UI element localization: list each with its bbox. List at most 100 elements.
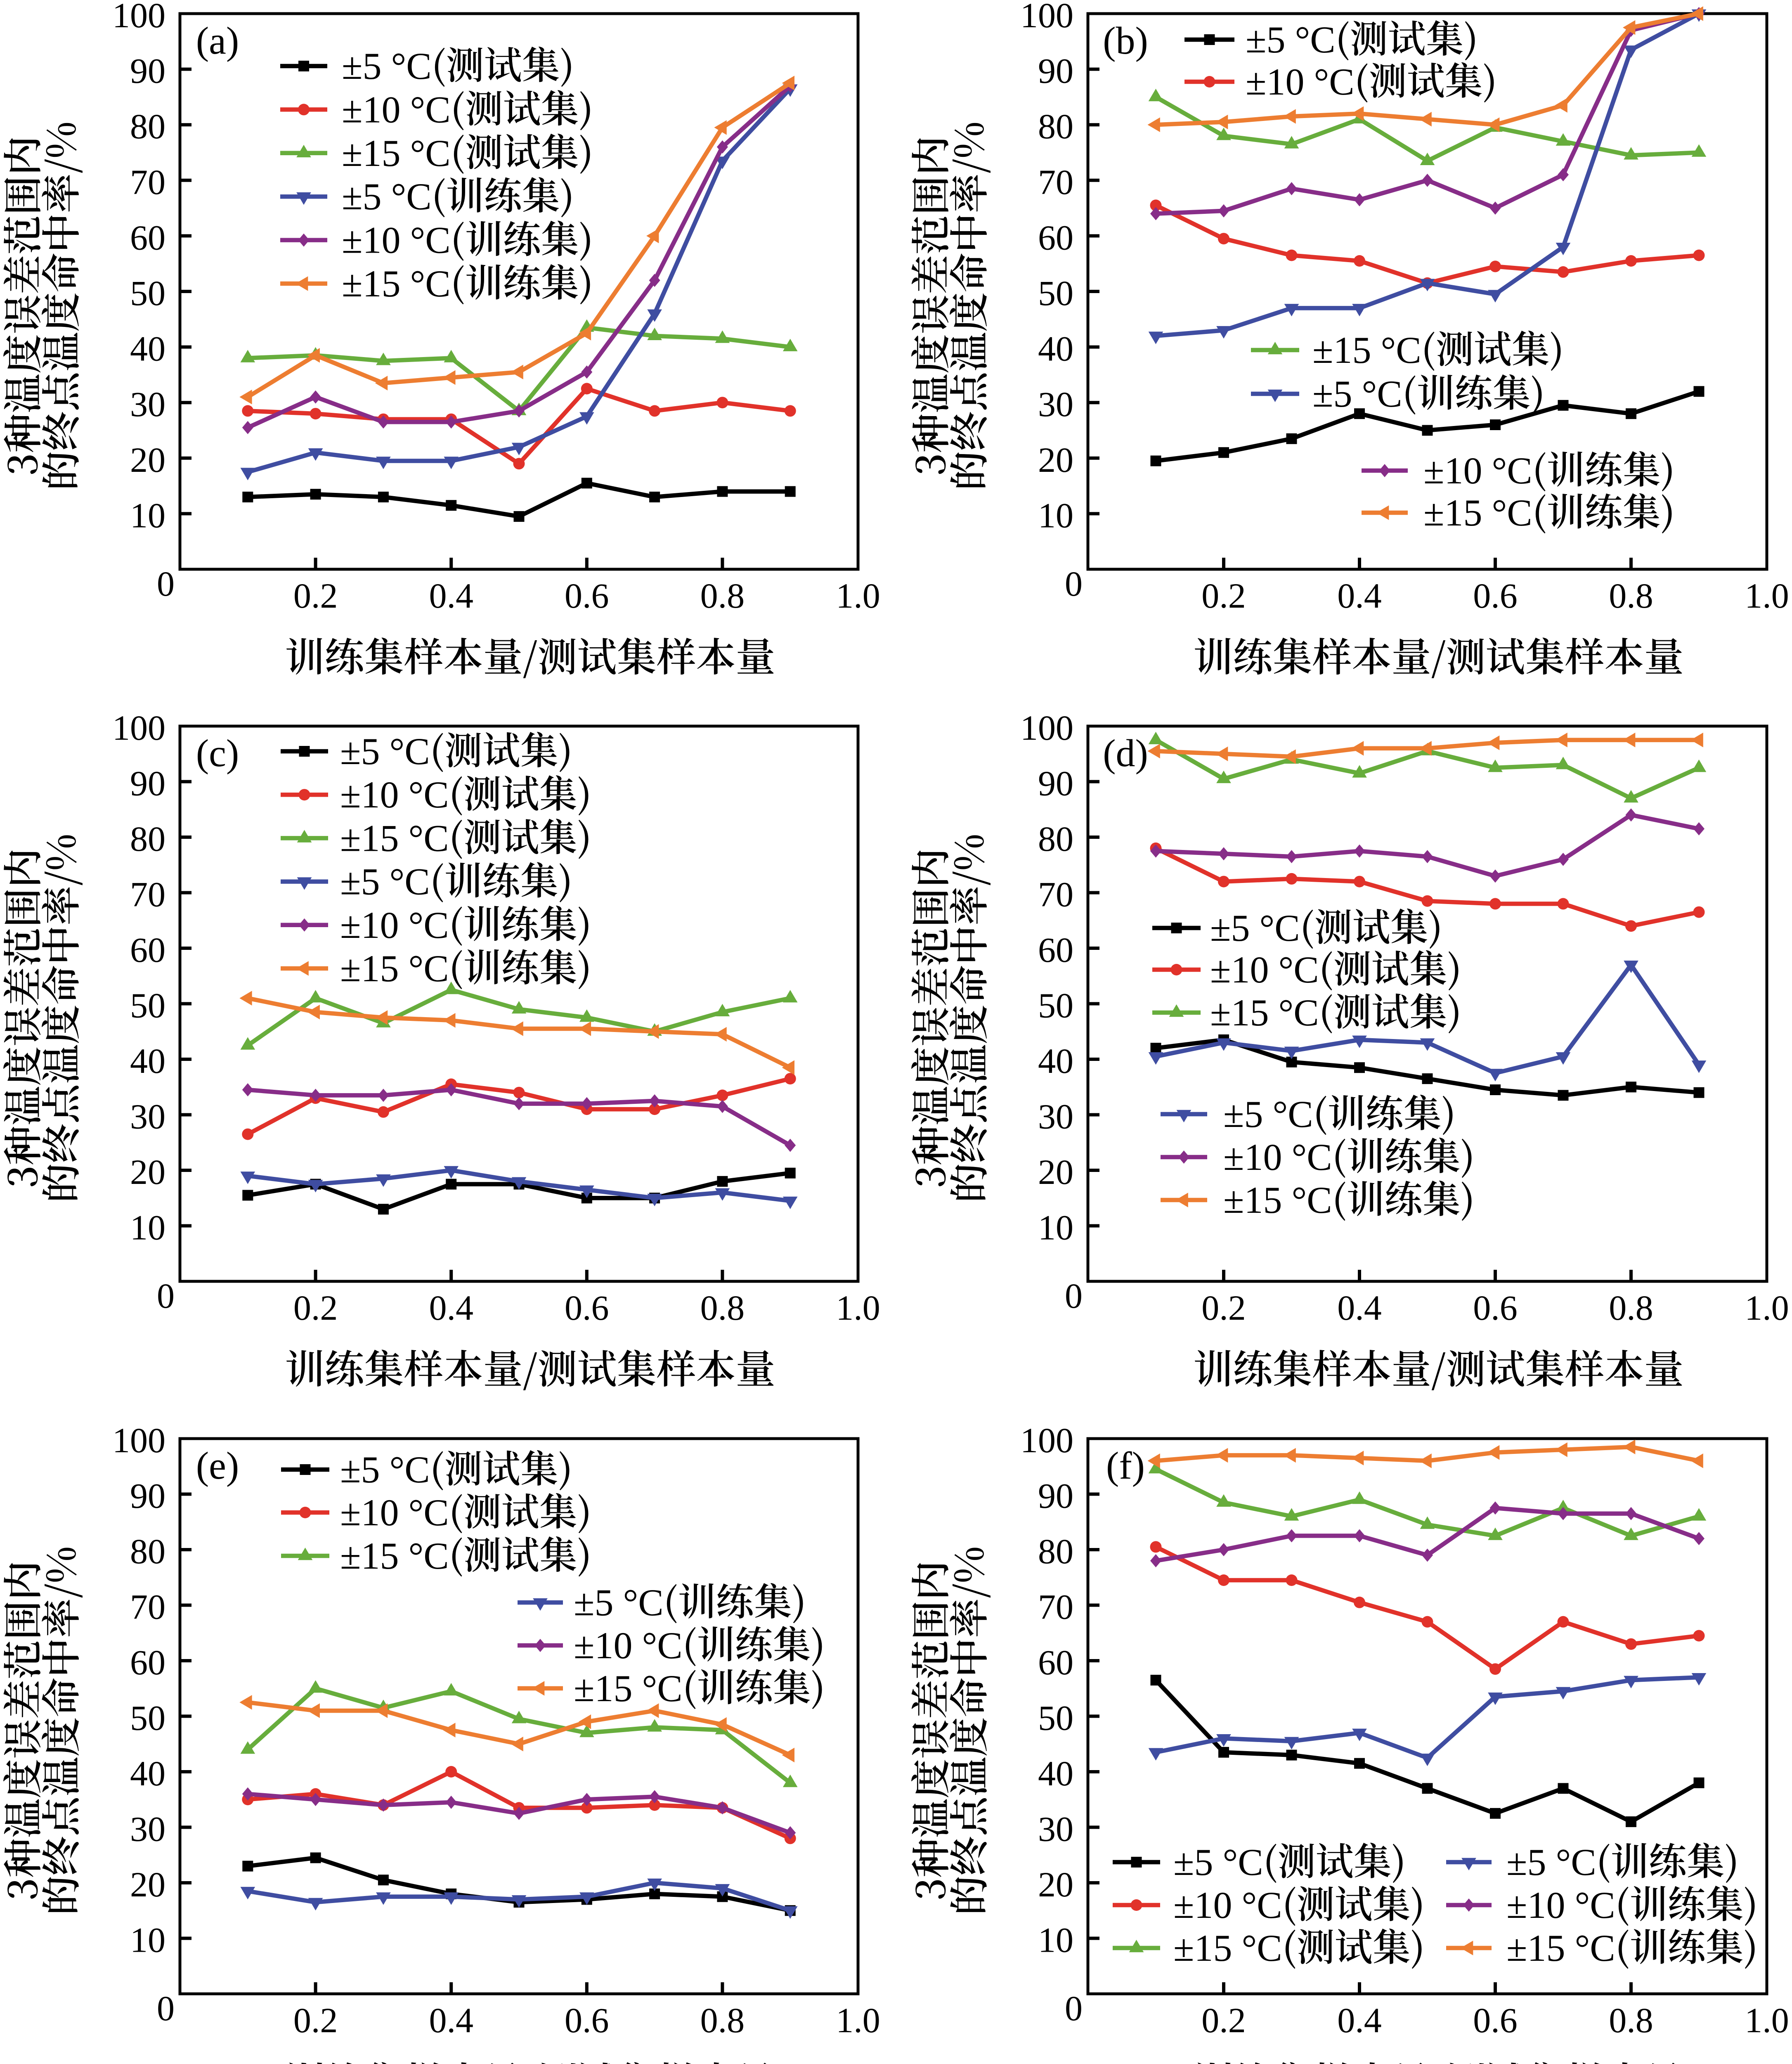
svg-text:20: 20: [1038, 440, 1073, 480]
svg-text:±5 °C: ±5 °C: [1312, 373, 1402, 415]
svg-text:±10 °C: ±10 °C: [342, 88, 451, 130]
svg-text:(e): (e): [196, 1444, 239, 1487]
svg-text:1.0: 1.0: [1745, 1288, 1789, 1328]
svg-text:30: 30: [130, 1097, 165, 1136]
svg-text:40: 40: [1038, 329, 1073, 369]
svg-text:±5 °C: ±5 °C: [340, 1449, 430, 1491]
svg-text:0.4: 0.4: [1337, 1288, 1382, 1328]
svg-text:90: 90: [1038, 764, 1073, 803]
svg-text:60: 60: [130, 1643, 165, 1682]
svg-text:±15 °C: ±15 °C: [342, 263, 451, 305]
svg-text:±15 °C: ±15 °C: [340, 817, 449, 859]
svg-text:±15 °C: ±15 °C: [340, 947, 449, 989]
svg-text:80: 80: [1038, 1531, 1073, 1571]
svg-text:90: 90: [130, 764, 165, 803]
svg-text:±10 °C: ±10 °C: [1173, 1884, 1282, 1926]
svg-text:(d): (d): [1103, 732, 1148, 775]
svg-text:±5 °C: ±5 °C: [342, 45, 432, 87]
svg-text:50: 50: [130, 1698, 165, 1738]
svg-text:50: 50: [130, 986, 165, 1025]
svg-text:±10 °C: ±10 °C: [1506, 1884, 1615, 1926]
svg-text:10: 10: [1038, 1920, 1073, 1960]
svg-text:40: 40: [1038, 1041, 1073, 1081]
svg-text:1.0: 1.0: [1745, 2000, 1789, 2040]
svg-text:0.8: 0.8: [700, 576, 745, 615]
svg-text:40: 40: [130, 1041, 165, 1081]
svg-text:90: 90: [1038, 1476, 1073, 1516]
svg-text:1.0: 1.0: [1745, 576, 1789, 615]
svg-text:±5 °C: ±5 °C: [340, 730, 430, 772]
svg-text:0: 0: [157, 564, 175, 604]
svg-text:(a): (a): [196, 19, 239, 62]
svg-text:0.8: 0.8: [700, 2000, 745, 2040]
svg-text:±5 °C: ±5 °C: [340, 861, 430, 903]
svg-text:±5 °C: ±5 °C: [342, 175, 432, 218]
svg-text:±10 °C: ±10 °C: [1423, 450, 1532, 492]
svg-text:0.8: 0.8: [700, 1288, 745, 1328]
svg-text:±10 °C: ±10 °C: [1223, 1136, 1332, 1178]
svg-text:±15 °C: ±15 °C: [1173, 1927, 1282, 1969]
svg-text:0.4: 0.4: [1337, 576, 1382, 615]
svg-text:±15 °C: ±15 °C: [1506, 1927, 1615, 1969]
svg-text:0.6: 0.6: [565, 2000, 609, 2040]
svg-text:0.6: 0.6: [565, 576, 609, 615]
svg-text:±15 °C: ±15 °C: [1312, 329, 1421, 371]
svg-text:±5 °C: ±5 °C: [1173, 1841, 1263, 1883]
svg-text:0.2: 0.2: [293, 576, 338, 615]
svg-text:80: 80: [130, 819, 165, 859]
svg-text:1.0: 1.0: [836, 1288, 880, 1328]
svg-text:100: 100: [1020, 708, 1073, 748]
svg-text:±5 °C: ±5 °C: [1246, 19, 1336, 61]
svg-text:60: 60: [1038, 218, 1073, 257]
svg-text:90: 90: [1038, 51, 1073, 91]
svg-text:0: 0: [157, 1988, 175, 2028]
svg-text:0.4: 0.4: [429, 576, 473, 615]
svg-text:0.2: 0.2: [1201, 576, 1246, 615]
svg-text:(b): (b): [1103, 19, 1148, 62]
svg-text:±15 °C: ±15 °C: [1223, 1179, 1332, 1221]
svg-text:1.0: 1.0: [836, 2000, 880, 2040]
svg-text:±10 °C: ±10 °C: [1210, 949, 1319, 991]
svg-text:40: 40: [130, 329, 165, 369]
svg-text:±15 °C: ±15 °C: [342, 132, 451, 174]
svg-text:60: 60: [1038, 1643, 1073, 1682]
svg-text:0: 0: [1065, 564, 1083, 604]
svg-text:10: 10: [130, 495, 165, 535]
svg-text:60: 60: [130, 218, 165, 257]
svg-text:30: 30: [1038, 384, 1073, 424]
svg-text:0.4: 0.4: [429, 1288, 473, 1328]
svg-text:90: 90: [130, 1476, 165, 1516]
svg-text:20: 20: [1038, 1152, 1073, 1192]
svg-text:±5 °C: ±5 °C: [1223, 1093, 1313, 1135]
svg-text:±15 °C: ±15 °C: [574, 1667, 683, 1709]
svg-text:0.8: 0.8: [1609, 1288, 1653, 1328]
svg-text:80: 80: [130, 1531, 165, 1571]
svg-text:60: 60: [130, 930, 165, 970]
svg-text:20: 20: [130, 1865, 165, 1904]
svg-text:60: 60: [1038, 930, 1073, 970]
svg-text:80: 80: [1038, 819, 1073, 859]
svg-text:50: 50: [1038, 273, 1073, 313]
svg-text:70: 70: [130, 162, 165, 202]
svg-text:0: 0: [157, 1276, 175, 1316]
svg-text:±10 °C: ±10 °C: [1246, 61, 1355, 103]
svg-text:50: 50: [1038, 986, 1073, 1025]
svg-text:10: 10: [130, 1920, 165, 1960]
svg-text:1.0: 1.0: [836, 576, 880, 615]
svg-text:±5 °C: ±5 °C: [1506, 1841, 1596, 1883]
svg-text:±15 °C: ±15 °C: [340, 1535, 449, 1577]
svg-text:0.6: 0.6: [1473, 2000, 1518, 2040]
svg-text:30: 30: [130, 384, 165, 424]
svg-text:0.6: 0.6: [1473, 576, 1518, 615]
svg-text:100: 100: [112, 1420, 165, 1460]
svg-text:0.4: 0.4: [429, 2000, 473, 2040]
svg-text:70: 70: [1038, 875, 1073, 914]
svg-text:0.8: 0.8: [1609, 2000, 1653, 2040]
svg-text:±10 °C: ±10 °C: [342, 219, 451, 261]
svg-text:0: 0: [1065, 1276, 1083, 1316]
svg-text:70: 70: [1038, 1587, 1073, 1627]
svg-text:20: 20: [130, 1152, 165, 1192]
svg-text:±15 °C: ±15 °C: [1210, 992, 1319, 1034]
svg-text:0.6: 0.6: [1473, 1288, 1518, 1328]
svg-text:20: 20: [130, 440, 165, 480]
